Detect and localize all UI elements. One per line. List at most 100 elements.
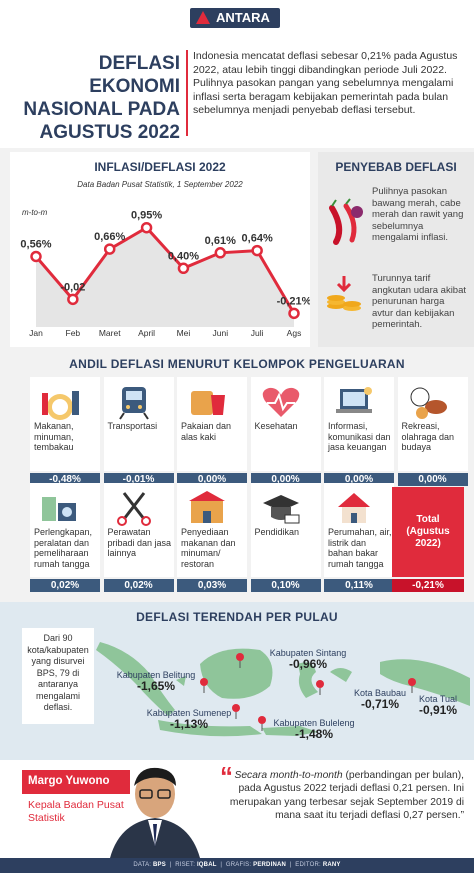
group-label: Informasi, komunikasi dan jasa keuangan bbox=[328, 421, 391, 452]
region-name: Kota Tual bbox=[418, 694, 458, 704]
group-value: -0,01% bbox=[103, 473, 174, 486]
card-box bbox=[30, 377, 100, 471]
x-tick-label: Juli bbox=[251, 328, 264, 338]
train-icon bbox=[112, 383, 156, 421]
region-baubau: Kota Baubau -0,71% bbox=[340, 688, 420, 710]
credit-label: EDITOR: bbox=[295, 862, 321, 868]
region-name: Kabupaten Buleleng bbox=[273, 718, 355, 728]
group-card: Kesehatan 0,00% bbox=[250, 377, 321, 487]
pin-icon bbox=[232, 704, 240, 719]
region-value: -0,96% bbox=[288, 657, 328, 671]
quote-text: Secara month-to-month (perbandingan per … bbox=[222, 769, 464, 823]
speaker-role: Kepala Badan Pusat Statistik bbox=[28, 799, 124, 824]
credit-grafis: PERDINAN bbox=[253, 862, 287, 868]
group-card: Makanan, minuman, tembakau -0,48% bbox=[30, 377, 100, 487]
data-point bbox=[177, 262, 190, 275]
group-value: 0,10% bbox=[250, 579, 321, 592]
region-name: Kabupaten Sintang bbox=[269, 648, 347, 658]
group-card: Pakaian dan alas kaki 0,00% bbox=[177, 377, 247, 487]
group-value: 0,00% bbox=[250, 473, 321, 486]
group-value: 0,11% bbox=[324, 579, 394, 592]
data-label: 0,61% bbox=[205, 235, 236, 247]
page-title: DEFLASI EKONOMI NASIONAL PADA AGUSTUS 20… bbox=[23, 53, 180, 143]
group-value: 0,02% bbox=[103, 579, 174, 592]
data-label: 0,66% bbox=[94, 231, 125, 243]
scissors-icon bbox=[112, 489, 156, 527]
pin-icon bbox=[316, 680, 324, 695]
divider bbox=[186, 50, 188, 136]
group-card: Perlengkapan, peralatan dan pemeliharaan… bbox=[30, 483, 100, 593]
group-value: 0,02% bbox=[30, 579, 100, 592]
group-label: Makanan, minuman, tembakau bbox=[34, 421, 74, 452]
region-name: Kota Baubau bbox=[353, 688, 407, 698]
data-label: 0,64% bbox=[242, 233, 273, 245]
data-point bbox=[251, 244, 263, 257]
data-point bbox=[67, 293, 79, 306]
group-card: Rekreasi, olahraga dan budaya 0,00% bbox=[397, 377, 468, 487]
x-tick-label: Feb bbox=[66, 328, 81, 338]
region-value: -0,71% bbox=[360, 697, 400, 711]
indonesia-map bbox=[96, 642, 470, 737]
data-point bbox=[288, 307, 300, 320]
card-box bbox=[30, 483, 100, 577]
group-card: Penyediaan makanan dan minuman/ restoran… bbox=[177, 483, 247, 593]
group-label: Perawatan pribadi dan jasa lainnya bbox=[107, 527, 172, 558]
household-icon bbox=[38, 489, 82, 527]
antara-logo[interactable]: ANTARA bbox=[190, 8, 280, 28]
health-icon bbox=[259, 383, 303, 421]
group-value: -0,48% bbox=[30, 473, 100, 486]
pin-icon bbox=[258, 716, 266, 731]
credit-riset: IQBAL bbox=[196, 862, 217, 868]
total-value: -0,21% bbox=[392, 579, 464, 592]
data-label: 0,56% bbox=[20, 238, 51, 250]
antara-logo-icon bbox=[196, 11, 210, 24]
inflation-chart-panel: INFLASI/DEFLASI 2022 Data Badan Pusat St… bbox=[10, 152, 310, 347]
group-card: Perawatan pribadi dan jasa lainnya 0,02% bbox=[103, 483, 174, 593]
group-value: 0,00% bbox=[397, 473, 468, 486]
groups-title: ANDIL DEFLASI MENURUT KELOMPOK PENGELUAR… bbox=[69, 357, 405, 371]
chart-title: INFLASI/DEFLASI 2022 bbox=[94, 160, 226, 174]
causes-panel: PENYEBAB DEFLASI Pulihnya pasokan bawang… bbox=[318, 152, 474, 347]
chart-source: Data Badan Pusat Statistik, 1 September … bbox=[77, 180, 243, 189]
x-tick-label: Juni bbox=[212, 328, 228, 338]
card-box bbox=[397, 377, 468, 471]
top-bar: ANTARA bbox=[0, 0, 474, 38]
chart-unit: m-to-m bbox=[22, 208, 48, 217]
region-sumenep: Kabupaten Sumenep -1,13% bbox=[136, 708, 242, 730]
data-point bbox=[140, 221, 153, 234]
map-title: DEFLASI TERENDAH PER PULAU bbox=[136, 610, 338, 624]
data-label: -0,21% bbox=[277, 295, 310, 307]
intro-text: Indonesia mencatat deflasi sebesar 0,21%… bbox=[193, 50, 458, 117]
group-label: Pendidikan bbox=[254, 527, 300, 537]
group-value: 0,00% bbox=[324, 473, 394, 486]
pin-icon bbox=[236, 653, 244, 668]
region-value: -0,91% bbox=[418, 703, 458, 717]
quote-italic: Secara month-to-month bbox=[234, 770, 343, 781]
laptop-icon bbox=[332, 383, 376, 421]
person-portrait bbox=[110, 767, 200, 858]
group-label: Transportasi bbox=[107, 421, 158, 431]
group-label: Perumahan, air, listrik dan bahan bakar … bbox=[328, 527, 392, 569]
region-buleleng: Kabupaten Buleleng -1,48% bbox=[262, 718, 366, 740]
group-label: Kesehatan bbox=[254, 421, 298, 431]
region-value: -1,65% bbox=[136, 679, 176, 693]
group-label: Rekreasi, olahraga dan budaya bbox=[401, 421, 455, 452]
data-point bbox=[103, 243, 116, 255]
credit-label: RISET: bbox=[175, 862, 196, 868]
region-tual: Kota Tual -0,91% bbox=[406, 694, 470, 716]
map-section: DEFLASI TERENDAH PER PULAU bbox=[0, 602, 474, 760]
credit-label: GRAFIS: bbox=[225, 862, 252, 868]
graduation-icon bbox=[259, 489, 303, 527]
speaker-name: Margo Yuwono bbox=[22, 770, 130, 794]
x-tick-label: Mei bbox=[177, 328, 191, 338]
data-label: -0,02 bbox=[60, 281, 85, 293]
map-note: Dari 90 kota/kabupaten yang disurvei BPS… bbox=[22, 628, 94, 724]
map-pins bbox=[200, 653, 416, 731]
group-card: Transportasi -0,01% bbox=[103, 377, 174, 487]
data-label: 0,95% bbox=[131, 210, 162, 222]
credit-data: BPS bbox=[153, 862, 166, 868]
quote-body: (perbandingan per bulan), pada Agustus 2… bbox=[229, 770, 464, 822]
hero-section: DEFLASI EKONOMI NASIONAL PADA AGUSTUS 20… bbox=[0, 38, 474, 148]
group-card: Pendidikan 0,10% bbox=[250, 483, 321, 593]
data-label: 0,40% bbox=[168, 250, 199, 262]
